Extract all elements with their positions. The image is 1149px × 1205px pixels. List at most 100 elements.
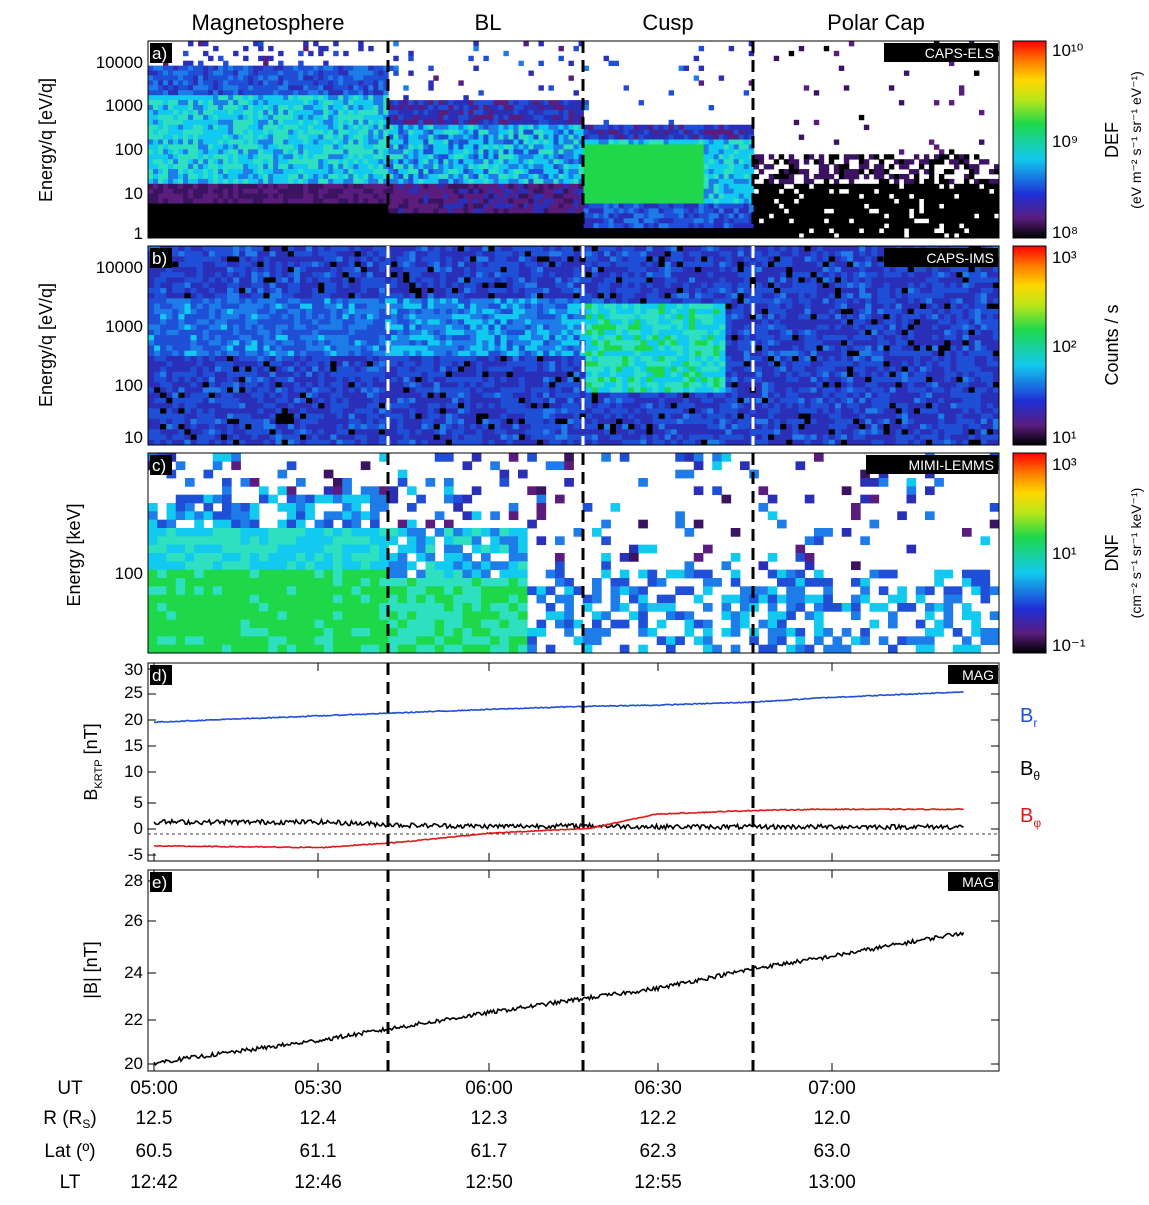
els-cell (703, 218, 710, 224)
els-cell (798, 188, 805, 195)
els-cell (663, 159, 670, 165)
els-cell (463, 124, 469, 131)
els-cell (253, 149, 259, 155)
els-cell (603, 139, 609, 145)
els-cell (408, 169, 414, 175)
els-cell (718, 134, 725, 140)
els-cell (238, 144, 244, 150)
els-cell (583, 149, 589, 155)
els-cell (153, 173, 159, 180)
ims-cell (196, 340, 204, 346)
els-cell (763, 178, 770, 185)
ims-cell (245, 392, 252, 399)
els-cell (208, 65, 214, 71)
ims-cell (184, 298, 191, 305)
els-cell (503, 178, 509, 185)
els-cell (273, 105, 279, 111)
els-cell (263, 109, 269, 116)
els-cell (258, 178, 264, 185)
els-cell (343, 114, 349, 121)
els-cell (848, 233, 855, 239)
ims-cell (245, 345, 252, 352)
els-cell (818, 218, 825, 224)
els-cell (353, 85, 359, 91)
els-cell (558, 149, 564, 155)
els-cell (778, 183, 785, 190)
els-cell (278, 183, 284, 190)
els-cell (638, 183, 644, 190)
els-cell (278, 129, 284, 135)
els-cell (283, 154, 289, 160)
els-cell (333, 139, 339, 145)
els-cell (533, 109, 539, 116)
els-cell (658, 233, 665, 239)
els-cell (728, 213, 735, 219)
els-cell (213, 80, 219, 86)
els-cell (203, 193, 209, 199)
els-cell (683, 144, 690, 150)
els-cell (383, 90, 389, 96)
els-cell (643, 173, 649, 180)
els-cell (148, 119, 154, 126)
els-cell (698, 129, 705, 135)
els-cell (668, 233, 675, 239)
els-cell (213, 169, 219, 175)
els-cell (478, 198, 484, 204)
els-cell (453, 233, 459, 239)
ims-cell (160, 418, 167, 425)
els-cell (293, 105, 299, 111)
els-cell (603, 198, 609, 204)
ims-cell (184, 314, 191, 320)
els-cell (488, 173, 494, 180)
els-cell (888, 198, 895, 204)
els-cell (528, 228, 534, 234)
els-cell (713, 218, 720, 224)
els-cell (958, 85, 965, 91)
els-cell (478, 109, 484, 116)
els-cell (753, 208, 760, 214)
els-cell (503, 183, 509, 190)
ims-cell (245, 256, 252, 263)
ims-cell (166, 434, 173, 441)
els-cell (193, 193, 199, 199)
ims-cell (233, 403, 240, 409)
els-cell (168, 95, 174, 101)
els-cell (248, 100, 254, 106)
els-cell (363, 85, 369, 91)
els-cell (243, 85, 249, 91)
els-cell (588, 208, 594, 214)
els-cell (688, 208, 695, 214)
els-cell (613, 178, 619, 185)
els-cell (518, 149, 524, 155)
els-cell (398, 100, 404, 106)
els-cell (423, 218, 429, 224)
els-cell (198, 70, 204, 76)
els-cell (678, 223, 685, 229)
els-cell (703, 208, 710, 214)
els-cell (383, 169, 389, 175)
els-cell (473, 159, 479, 165)
els-cell (643, 188, 649, 195)
els-cell (338, 208, 344, 214)
ims-cell (214, 293, 222, 299)
els-cell (693, 139, 700, 145)
els-cell (173, 109, 179, 116)
els-cell (738, 188, 745, 195)
els-cell (418, 105, 424, 111)
els-cell (638, 124, 644, 131)
els-cell (578, 208, 584, 214)
els-cell (423, 129, 429, 135)
els-cell (483, 124, 489, 131)
els-cell (203, 164, 209, 170)
els-cell (903, 223, 910, 229)
els-cell (213, 208, 219, 214)
ims-cell (184, 308, 191, 315)
els-cell (233, 65, 239, 71)
els-cell (183, 188, 189, 195)
els-cell (173, 65, 179, 71)
els-cell (193, 114, 199, 121)
els-cell (958, 218, 965, 224)
els-cell (718, 213, 725, 219)
els-cell (778, 198, 785, 204)
els-cell (233, 109, 239, 116)
